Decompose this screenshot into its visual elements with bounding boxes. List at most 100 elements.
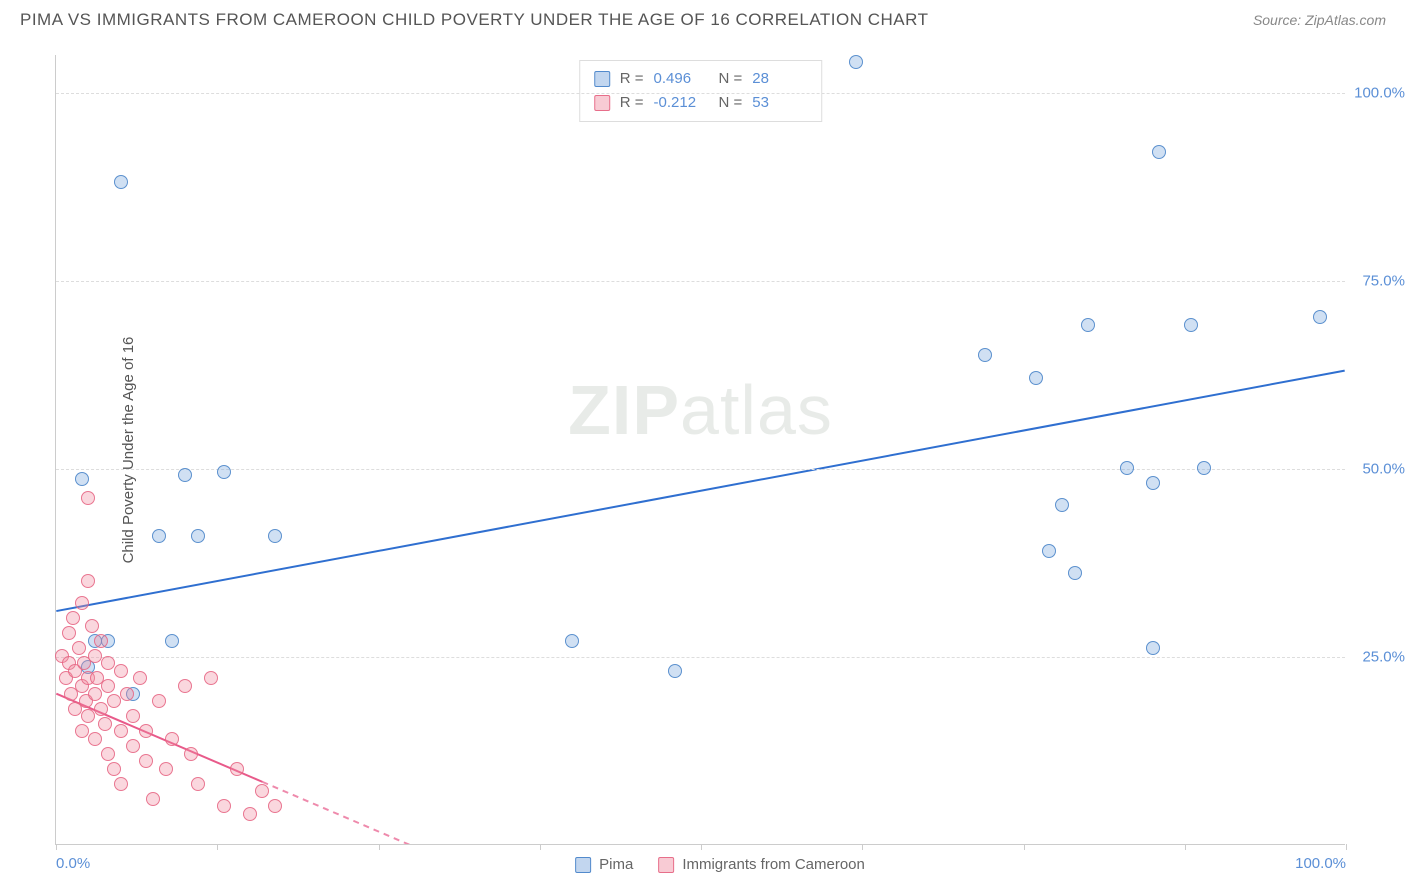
scatter-point: [1184, 318, 1198, 332]
scatter-point: [75, 472, 89, 486]
scatter-point: [217, 465, 231, 479]
y-tick-label: 75.0%: [1362, 272, 1405, 289]
scatter-point: [849, 55, 863, 69]
chart-container: Child Poverty Under the Age of 16 ZIPatl…: [55, 55, 1385, 845]
scatter-point: [133, 671, 147, 685]
scatter-point: [66, 611, 80, 625]
stats-row-pima: R = 0.496 N = 28: [594, 67, 808, 91]
scatter-point: [1152, 145, 1166, 159]
legend-label-pima: Pima: [599, 856, 633, 873]
legend-item-cameroon: Immigrants from Cameroon: [658, 856, 865, 873]
scatter-point: [1068, 566, 1082, 580]
x-tick: [862, 844, 863, 850]
x-tick: [1024, 844, 1025, 850]
scatter-point: [1197, 461, 1211, 475]
scatter-point: [1313, 310, 1327, 324]
scatter-point: [98, 717, 112, 731]
scatter-point: [107, 762, 121, 776]
scatter-point: [88, 732, 102, 746]
scatter-point: [1120, 461, 1134, 475]
x-tick: [1346, 844, 1347, 850]
scatter-point: [178, 468, 192, 482]
gridline: [56, 469, 1345, 470]
scatter-point: [139, 724, 153, 738]
x-tick: [379, 844, 380, 850]
scatter-point: [101, 747, 115, 761]
gridline: [56, 281, 1345, 282]
stats-row-cameroon: R = -0.212 N = 53: [594, 91, 808, 115]
scatter-point: [101, 656, 115, 670]
scatter-point: [94, 702, 108, 716]
x-tick-label: 0.0%: [56, 855, 90, 872]
scatter-point: [72, 641, 86, 655]
scatter-point: [114, 664, 128, 678]
r-value-cameroon: -0.212: [654, 91, 709, 115]
scatter-point: [146, 792, 160, 806]
scatter-point: [565, 634, 579, 648]
scatter-point: [1146, 476, 1160, 490]
scatter-point: [268, 799, 282, 813]
scatter-point: [62, 626, 76, 640]
r-value-pima: 0.496: [654, 67, 709, 91]
scatter-point: [101, 679, 115, 693]
scatter-point: [152, 529, 166, 543]
scatter-point: [165, 732, 179, 746]
scatter-point: [81, 574, 95, 588]
scatter-point: [1081, 318, 1095, 332]
x-tick: [1185, 844, 1186, 850]
scatter-point: [152, 694, 166, 708]
scatter-point: [94, 634, 108, 648]
scatter-point: [120, 687, 134, 701]
scatter-point: [243, 807, 257, 821]
legend-label-cameroon: Immigrants from Cameroon: [682, 856, 865, 873]
r-label: R =: [620, 67, 644, 91]
scatter-point: [1029, 371, 1043, 385]
scatter-point: [668, 664, 682, 678]
x-tick: [540, 844, 541, 850]
scatter-point: [1146, 641, 1160, 655]
y-tick-label: 25.0%: [1362, 648, 1405, 665]
scatter-point: [191, 777, 205, 791]
watermark: ZIPatlas: [568, 370, 833, 450]
scatter-point: [184, 747, 198, 761]
scatter-point: [114, 175, 128, 189]
y-tick-label: 100.0%: [1354, 84, 1405, 101]
gridline: [56, 657, 1345, 658]
scatter-point: [978, 348, 992, 362]
x-tick-label: 100.0%: [1295, 855, 1346, 872]
swatch-blue-icon: [575, 857, 591, 873]
trend-lines: [56, 55, 1345, 844]
scatter-point: [268, 529, 282, 543]
swatch-pink-icon: [594, 95, 610, 111]
chart-header: PIMA VS IMMIGRANTS FROM CAMEROON CHILD P…: [0, 0, 1406, 30]
scatter-point: [85, 619, 99, 633]
n-value-pima: 28: [752, 67, 807, 91]
source-attribution: Source: ZipAtlas.com: [1253, 12, 1386, 28]
swatch-blue-icon: [594, 71, 610, 87]
x-tick: [217, 844, 218, 850]
scatter-point: [1055, 498, 1069, 512]
plot-area: ZIPatlas R = 0.496 N = 28 R = -0.212 N =…: [55, 55, 1345, 845]
swatch-pink-icon: [658, 857, 674, 873]
scatter-point: [81, 491, 95, 505]
scatter-point: [255, 784, 269, 798]
scatter-point: [178, 679, 192, 693]
bottom-legend: Pima Immigrants from Cameroon: [575, 856, 865, 873]
scatter-point: [88, 687, 102, 701]
scatter-point: [114, 724, 128, 738]
scatter-point: [75, 596, 89, 610]
scatter-point: [230, 762, 244, 776]
n-label: N =: [719, 67, 743, 91]
scatter-point: [159, 762, 173, 776]
scatter-point: [139, 754, 153, 768]
scatter-point: [81, 709, 95, 723]
scatter-point: [88, 649, 102, 663]
chart-title: PIMA VS IMMIGRANTS FROM CAMEROON CHILD P…: [20, 10, 929, 30]
scatter-point: [75, 724, 89, 738]
scatter-point: [126, 739, 140, 753]
r-label: R =: [620, 91, 644, 115]
scatter-point: [204, 671, 218, 685]
correlation-stats-box: R = 0.496 N = 28 R = -0.212 N = 53: [579, 60, 823, 122]
scatter-point: [114, 777, 128, 791]
scatter-point: [217, 799, 231, 813]
